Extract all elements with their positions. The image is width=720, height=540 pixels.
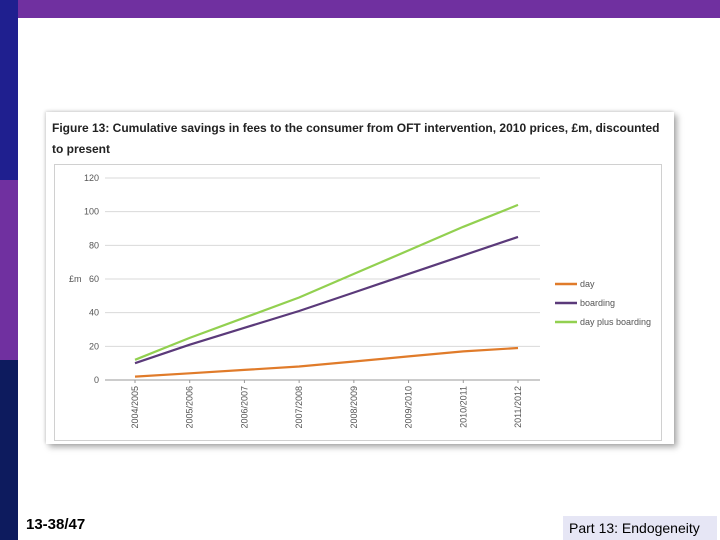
x-tick-label: 2010/2011 [458,386,468,428]
series-line-day-plus-boarding [134,203,519,361]
x-tick-label: 2009/2010 [404,386,414,429]
y-tick-label: 100 [84,207,99,217]
y-tick-label: 120 [84,173,99,183]
figure-image: Figure 13: Cumulative savings in fees to… [46,112,674,444]
y-axis-label: £m [69,274,82,284]
legend-entry: day [580,279,595,289]
y-tick-label: 20 [89,341,99,351]
y-tick-label: 0 [94,375,99,385]
y-tick-label: 80 [89,240,99,250]
left-accent-bar [0,0,18,540]
series-line-day [134,346,519,378]
legend-entry: boarding [580,298,615,308]
section-label: Part 13: Endogeneity [563,516,717,540]
top-accent-bar [0,0,720,18]
x-tick-label: 2007/2008 [294,386,304,429]
y-tick-label: 40 [89,308,99,318]
chart-frame: 0 20 40 60 80 100 120 £m 2004/2005 2005/2006 2006/… [54,164,662,441]
x-tick-label: 2011/2012 [513,386,523,428]
x-tick-label: 2005/2006 [185,386,195,429]
figure-title: Figure 13: Cumulative savings in fees to… [52,121,660,156]
page-number: 13-38/47 [26,516,86,533]
y-tick-label: 60 [89,274,99,284]
left-bar-segment-middle [0,180,18,360]
x-tick-label: 2004/2005 [130,386,140,429]
left-bar-segment-top [0,0,18,180]
legend-entry: day plus boarding [580,317,651,327]
left-bar-segment-bottom [0,360,18,540]
series-line-boarding [134,235,519,365]
x-tick-label: 2006/2007 [239,386,249,429]
line-chart: 0 20 40 60 80 100 120 £m 2004/2005 2005/2006 2006/… [69,173,651,429]
x-tick-label: 2008/2009 [349,386,359,429]
